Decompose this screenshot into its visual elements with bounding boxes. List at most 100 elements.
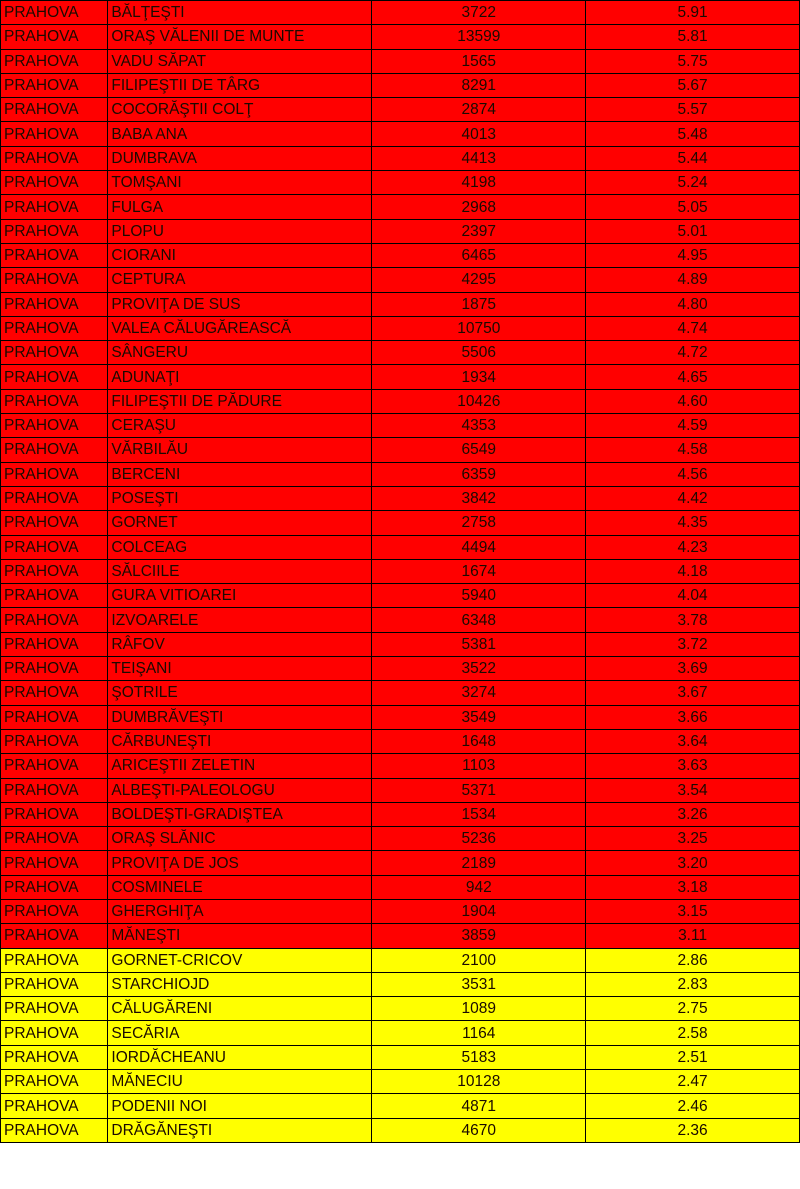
county-cell[interactable]: PRAHOVA [0, 1044, 109, 1071]
population-cell[interactable]: 4413 [371, 145, 587, 172]
locality-cell[interactable]: VALEA CĂLUGĂREASCĂ [107, 315, 373, 342]
rate-cell[interactable]: 5.67 [585, 72, 800, 99]
locality-cell[interactable]: BERCENI [107, 461, 373, 487]
locality-cell[interactable]: MĂNEŞTI [107, 923, 373, 949]
rate-cell[interactable]: 3.66 [585, 704, 800, 730]
rate-cell[interactable]: 3.15 [585, 898, 800, 925]
locality-cell[interactable]: FILIPEŞTII DE PĂDURE [107, 388, 373, 415]
rate-cell[interactable]: 2.58 [585, 1020, 800, 1046]
population-cell[interactable]: 6348 [371, 607, 587, 633]
county-cell[interactable]: PRAHOVA [0, 364, 109, 390]
rate-cell[interactable]: 4.95 [585, 242, 800, 269]
locality-cell[interactable]: VĂRBILĂU [107, 437, 373, 463]
locality-cell[interactable]: GURA VITIOAREI [107, 583, 373, 609]
locality-cell[interactable]: CĂLUGĂRENI [107, 996, 373, 1022]
locality-cell[interactable]: ORAŞ SLĂNIC [107, 826, 373, 852]
population-cell[interactable]: 2189 [371, 850, 587, 876]
rate-cell[interactable]: 3.11 [585, 923, 800, 949]
population-cell[interactable]: 4353 [371, 413, 587, 439]
county-cell[interactable]: PRAHOVA [0, 753, 109, 779]
rate-cell[interactable]: 2.75 [585, 996, 800, 1022]
population-cell[interactable]: 2397 [371, 218, 587, 244]
county-cell[interactable]: PRAHOVA [0, 996, 109, 1022]
locality-cell[interactable]: STARCHIOJD [107, 971, 373, 998]
population-cell[interactable]: 5940 [371, 583, 587, 609]
county-cell[interactable]: PRAHOVA [0, 388, 109, 415]
population-cell[interactable]: 3722 [371, 0, 587, 26]
locality-cell[interactable]: CERAŞU [107, 413, 373, 439]
county-cell[interactable]: PRAHOVA [0, 97, 109, 123]
locality-cell[interactable]: FULGA [107, 194, 373, 220]
population-cell[interactable]: 1934 [371, 364, 587, 390]
locality-cell[interactable]: TEIŞANI [107, 656, 373, 682]
rate-cell[interactable]: 5.75 [585, 48, 800, 74]
population-cell[interactable]: 10128 [371, 1069, 587, 1095]
population-cell[interactable]: 1674 [371, 558, 587, 585]
population-cell[interactable]: 1648 [371, 728, 587, 755]
population-cell[interactable]: 1565 [371, 48, 587, 74]
population-cell[interactable]: 942 [371, 874, 587, 900]
rate-cell[interactable]: 5.05 [585, 194, 800, 220]
locality-cell[interactable]: SÂNGERU [107, 340, 373, 366]
locality-cell[interactable]: BĂLŢEŞTI [107, 0, 373, 26]
population-cell[interactable]: 2874 [371, 97, 587, 123]
rate-cell[interactable]: 2.86 [585, 947, 800, 973]
population-cell[interactable]: 2100 [371, 947, 587, 973]
rate-cell[interactable]: 5.44 [585, 145, 800, 172]
rate-cell[interactable]: 4.18 [585, 558, 800, 585]
rate-cell[interactable]: 3.20 [585, 850, 800, 876]
county-cell[interactable]: PRAHOVA [0, 607, 109, 633]
county-cell[interactable]: PRAHOVA [0, 680, 109, 706]
rate-cell[interactable]: 4.42 [585, 485, 800, 512]
county-cell[interactable]: PRAHOVA [0, 315, 109, 342]
locality-cell[interactable]: ORAŞ VĂLENII DE MUNTE [107, 24, 373, 50]
rate-cell[interactable]: 2.51 [585, 1044, 800, 1071]
county-cell[interactable]: PRAHOVA [0, 145, 109, 172]
rate-cell[interactable]: 4.59 [585, 413, 800, 439]
rate-cell[interactable]: 3.18 [585, 874, 800, 900]
locality-cell[interactable]: GHERGHIŢA [107, 898, 373, 925]
rate-cell[interactable]: 4.35 [585, 510, 800, 536]
rate-cell[interactable]: 4.89 [585, 267, 800, 293]
population-cell[interactable]: 1103 [371, 753, 587, 779]
county-cell[interactable]: PRAHOVA [0, 1020, 109, 1046]
rate-cell[interactable]: 4.74 [585, 315, 800, 342]
county-cell[interactable]: PRAHOVA [0, 777, 109, 803]
locality-cell[interactable]: MĂNECIU [107, 1069, 373, 1095]
population-cell[interactable]: 5506 [371, 340, 587, 366]
rate-cell[interactable]: 2.36 [585, 1117, 800, 1143]
rate-cell[interactable]: 4.80 [585, 291, 800, 317]
locality-cell[interactable]: DUMBRĂVEŞTI [107, 704, 373, 730]
population-cell[interactable]: 4670 [371, 1117, 587, 1143]
county-cell[interactable]: PRAHOVA [0, 242, 109, 269]
locality-cell[interactable]: DUMBRAVA [107, 145, 373, 172]
locality-cell[interactable]: FILIPEŞTII DE TÂRG [107, 72, 373, 99]
locality-cell[interactable]: PLOPU [107, 218, 373, 244]
population-cell[interactable]: 3842 [371, 485, 587, 512]
locality-cell[interactable]: SĂLCIILE [107, 558, 373, 585]
locality-cell[interactable]: VADU SĂPAT [107, 48, 373, 74]
rate-cell[interactable]: 3.25 [585, 826, 800, 852]
county-cell[interactable]: PRAHOVA [0, 413, 109, 439]
locality-cell[interactable]: COCORĂŞTII COLŢ [107, 97, 373, 123]
population-cell[interactable]: 1534 [371, 801, 587, 828]
population-cell[interactable]: 3549 [371, 704, 587, 730]
population-cell[interactable]: 5371 [371, 777, 587, 803]
rate-cell[interactable]: 2.47 [585, 1069, 800, 1095]
county-cell[interactable]: PRAHOVA [0, 267, 109, 293]
locality-cell[interactable]: ADUNAŢI [107, 364, 373, 390]
population-cell[interactable]: 1875 [371, 291, 587, 317]
locality-cell[interactable]: BOLDEŞTI-GRADIŞTEA [107, 801, 373, 828]
county-cell[interactable]: PRAHOVA [0, 923, 109, 949]
locality-cell[interactable]: ŞOTRILE [107, 680, 373, 706]
county-cell[interactable]: PRAHOVA [0, 461, 109, 487]
rate-cell[interactable]: 5.24 [585, 170, 800, 196]
locality-cell[interactable]: CIORANI [107, 242, 373, 269]
county-cell[interactable]: PRAHOVA [0, 72, 109, 99]
population-cell[interactable]: 3274 [371, 680, 587, 706]
county-cell[interactable]: PRAHOVA [0, 218, 109, 244]
locality-cell[interactable]: IZVOARELE [107, 607, 373, 633]
population-cell[interactable]: 4198 [371, 170, 587, 196]
population-cell[interactable]: 1089 [371, 996, 587, 1022]
locality-cell[interactable]: SECĂRIA [107, 1020, 373, 1046]
